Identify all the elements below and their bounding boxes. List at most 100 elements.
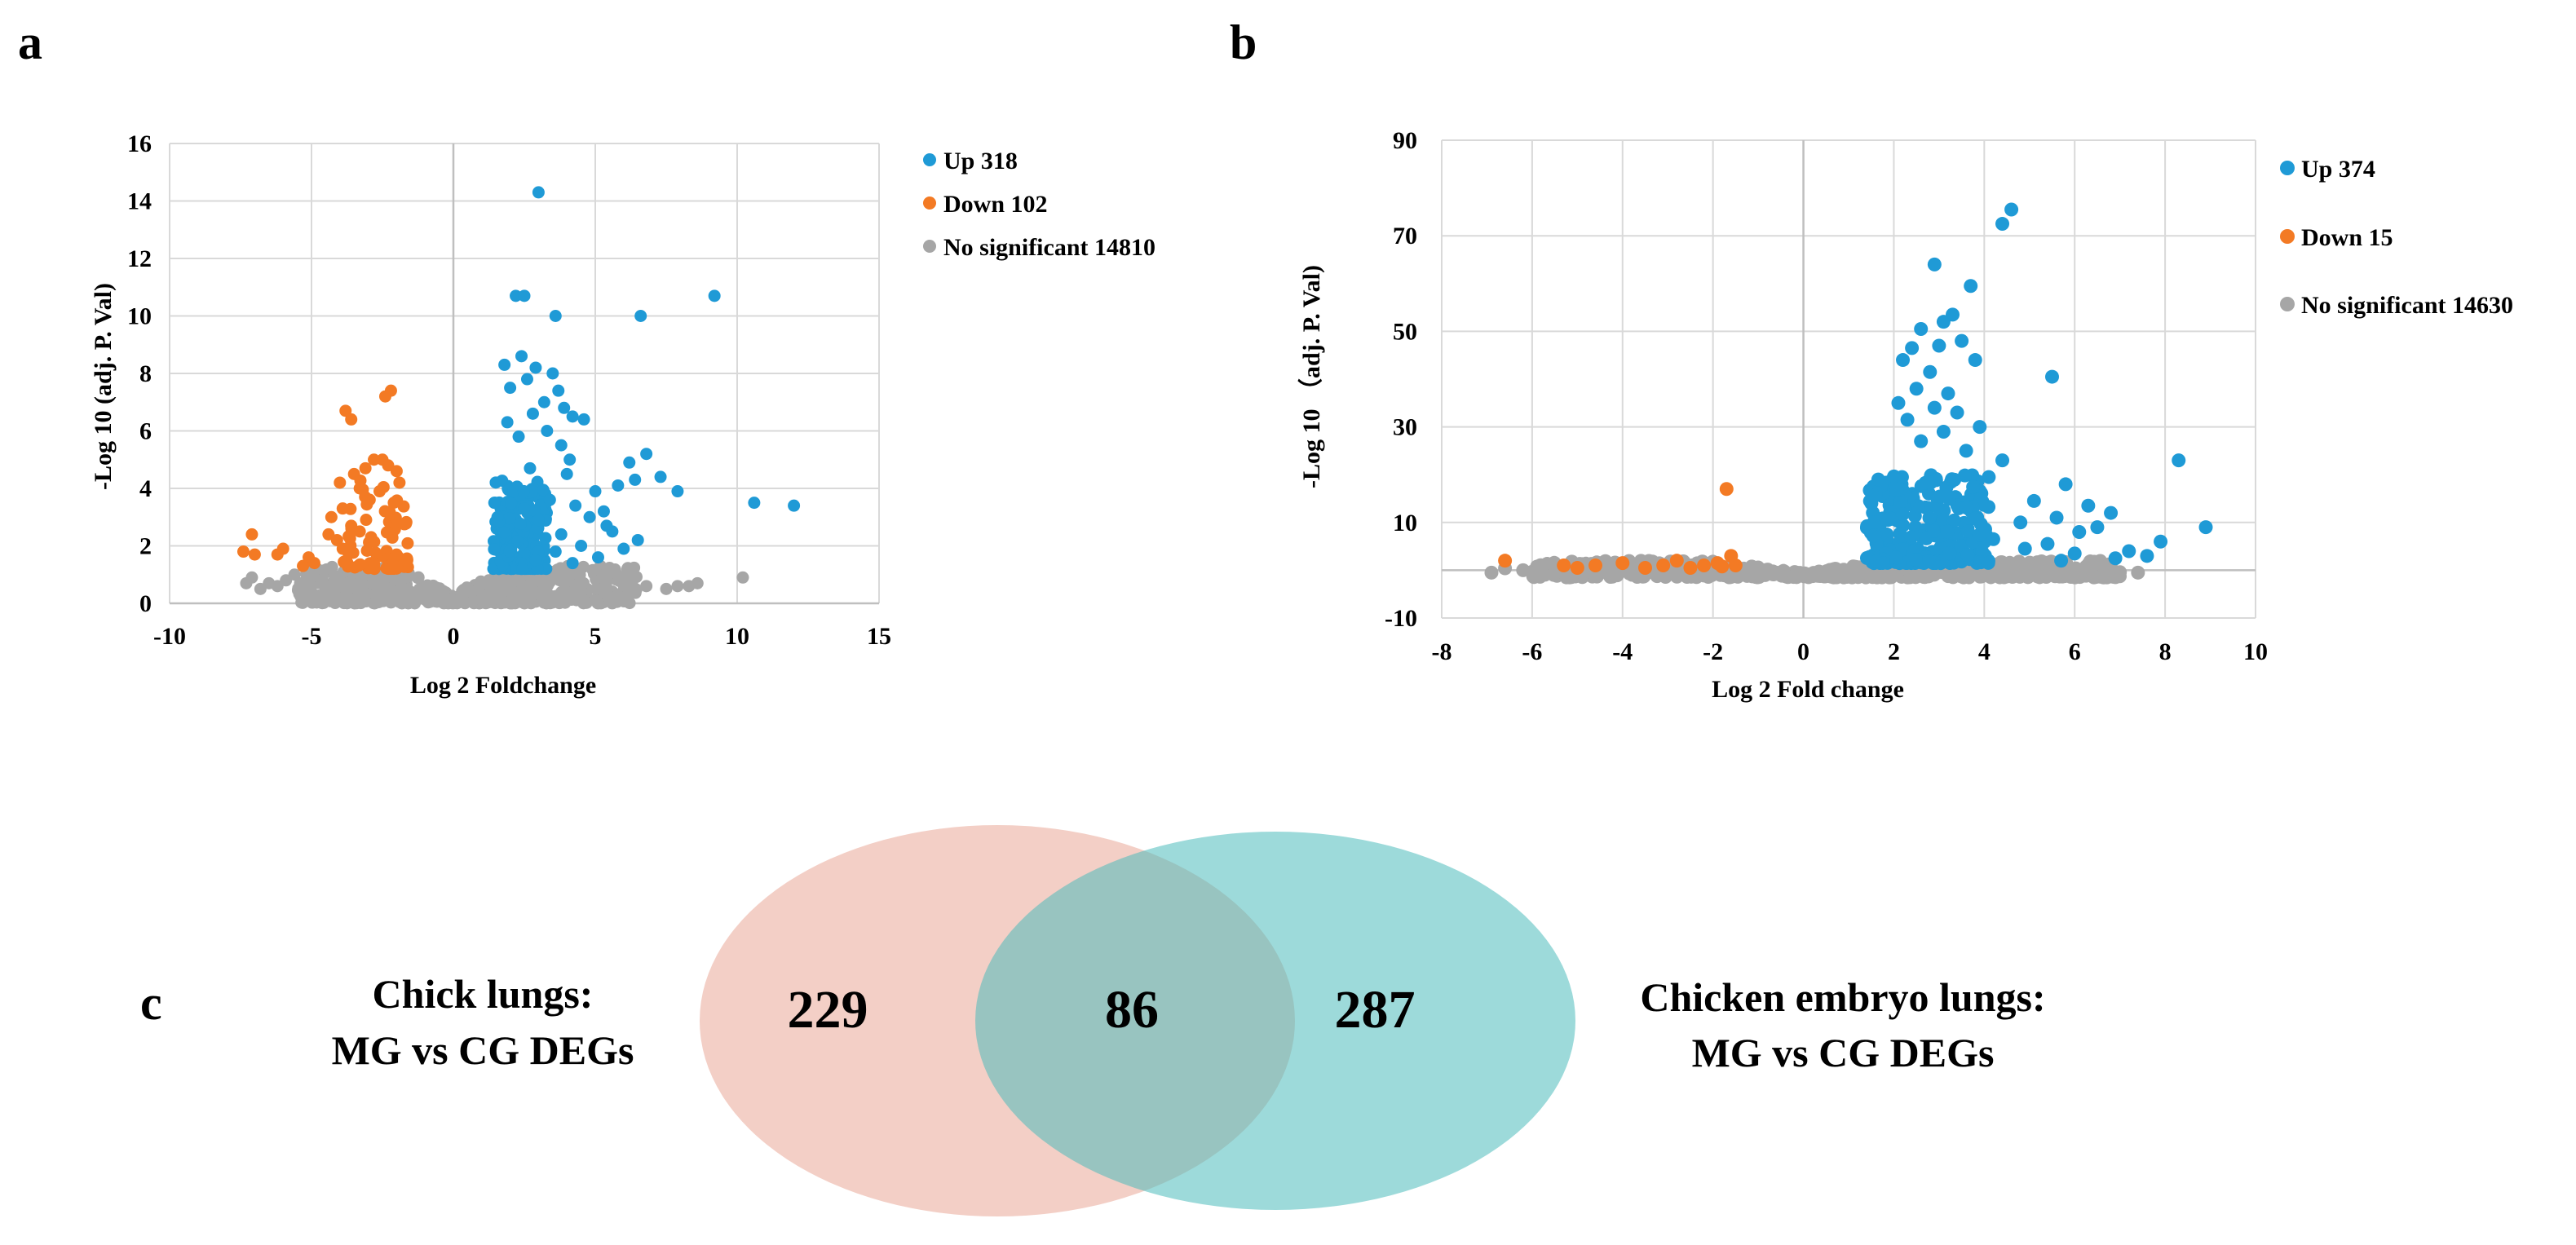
point-up	[1903, 530, 1918, 545]
point-no-significant	[294, 576, 307, 589]
grid-b	[1441, 139, 2256, 619]
point-up	[555, 439, 568, 452]
point-up	[1900, 413, 1915, 427]
point-no-significant	[575, 585, 588, 598]
point-down	[369, 546, 382, 559]
point-no-significant	[356, 583, 369, 596]
point-up	[654, 470, 667, 483]
point-no-significant	[392, 572, 405, 585]
point-up	[617, 542, 630, 555]
point-no-significant	[606, 591, 619, 604]
y-tick-label: 16	[127, 130, 152, 157]
y-tick-label: 2	[139, 533, 152, 560]
point-no-significant	[400, 596, 413, 609]
point-no-significant	[609, 566, 622, 579]
legend-ns-marker-b	[2280, 297, 2295, 311]
point-down	[380, 526, 393, 539]
y-axis-label-b: -Log 10 （adj. P. Val)	[1297, 265, 1325, 488]
point-up	[1932, 338, 1946, 353]
point-up	[524, 461, 537, 475]
point-up	[1942, 492, 1956, 506]
point-no-significant	[580, 596, 593, 609]
point-up	[507, 484, 520, 497]
point-down	[1715, 559, 1730, 574]
grid-a	[169, 143, 880, 604]
legend-ns-marker-a	[923, 240, 936, 253]
venn-right-label-line2: MG vs CG DEGs	[1692, 1030, 1995, 1075]
point-no-significant	[1995, 567, 2009, 581]
point-up	[497, 526, 510, 539]
point-up	[517, 484, 530, 497]
point-up	[546, 367, 559, 380]
point-down	[1728, 558, 1743, 573]
point-up	[1941, 386, 1955, 401]
point-no-significant	[2022, 566, 2037, 581]
point-up	[2090, 520, 2105, 535]
y-tick-label: 10	[127, 303, 152, 330]
point-up	[516, 563, 529, 576]
x-tick-label: 4	[1978, 638, 1991, 665]
point-up	[1923, 364, 1938, 379]
point-down	[389, 511, 402, 524]
point-no-significant	[577, 560, 590, 573]
point-no-significant	[303, 584, 316, 597]
point-up	[1936, 424, 1951, 439]
point-no-significant	[625, 574, 638, 587]
point-no-significant	[1484, 565, 1499, 580]
legend-up-a: Up 318	[943, 148, 1018, 174]
point-down	[339, 404, 352, 417]
point-down	[1656, 558, 1671, 573]
tick-labels-a: -10 -5 0 5 10 15 0 2 4 6 8 10 12 14 16	[127, 130, 891, 650]
point-up	[537, 395, 550, 408]
venn-right-circle	[975, 832, 1575, 1210]
point-no-significant	[1946, 570, 1960, 585]
point-up	[1959, 444, 1973, 458]
point-up	[788, 499, 801, 512]
point-down	[345, 413, 358, 426]
point-up	[518, 547, 531, 560]
x-tick-label: -4	[1612, 638, 1633, 665]
x-tick-label: 0	[1797, 638, 1809, 665]
point-no-significant	[1650, 568, 1664, 583]
point-up	[623, 456, 636, 469]
point-up	[510, 289, 523, 302]
point-down	[398, 518, 411, 531]
point-up	[518, 289, 531, 302]
y-tick-label: 4	[139, 475, 152, 502]
point-no-significant	[245, 571, 258, 584]
venn-right-only-count: 287	[1335, 980, 1416, 1040]
point-down	[1719, 482, 1734, 497]
point-down	[360, 514, 373, 527]
point-down	[334, 476, 347, 489]
point-up	[1973, 420, 1987, 435]
point-no-significant	[1765, 564, 1780, 579]
venn-left-label-line1: Chick lungs:	[373, 971, 594, 1017]
point-no-significant	[2113, 565, 2128, 580]
point-no-significant	[338, 597, 351, 610]
y-tick-label: 70	[1393, 223, 1417, 249]
point-no-significant	[521, 581, 534, 594]
y-tick-label: 14	[127, 188, 152, 215]
point-up	[1866, 528, 1880, 543]
point-up	[1950, 405, 1964, 420]
point-up	[1981, 555, 1995, 570]
point-no-significant	[296, 594, 309, 607]
point-up	[1942, 546, 1957, 561]
x-tick-label: 5	[590, 623, 602, 650]
point-down	[390, 548, 403, 561]
point-up	[504, 382, 517, 395]
point-up	[529, 361, 542, 374]
point-up	[1947, 472, 1962, 487]
point-up	[488, 543, 501, 556]
x-tick-label: 8	[2159, 638, 2172, 665]
point-down	[400, 554, 413, 567]
point-down	[365, 531, 378, 544]
point-up	[552, 384, 565, 397]
point-no-significant	[1787, 569, 1801, 584]
point-no-significant	[439, 590, 452, 603]
point-down	[271, 548, 284, 561]
point-up	[549, 310, 562, 322]
point-up	[2072, 525, 2087, 540]
point-up	[600, 519, 613, 532]
point-up	[2140, 549, 2154, 563]
